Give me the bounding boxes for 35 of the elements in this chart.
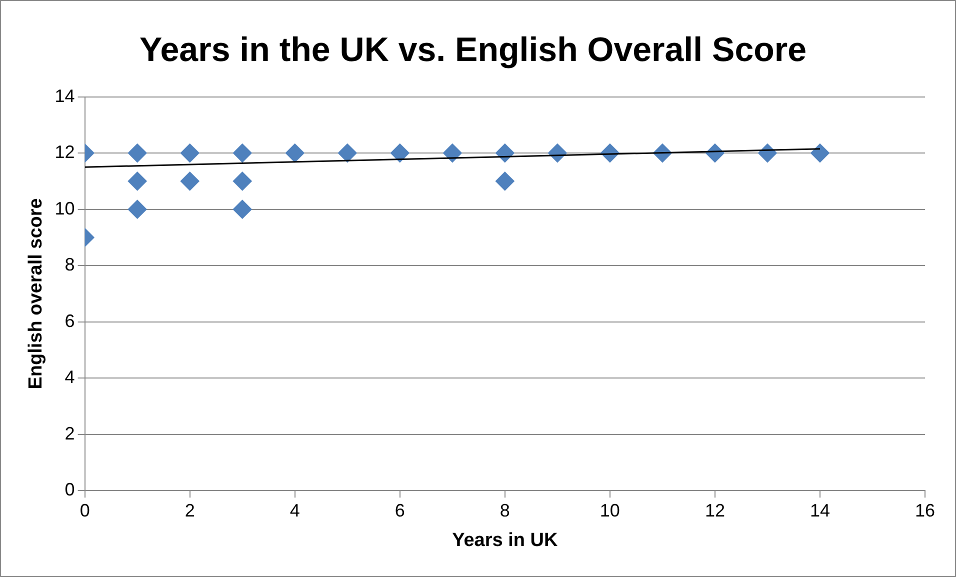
- x-tick-label: 10: [600, 500, 620, 520]
- y-tick-label: 14: [54, 86, 75, 106]
- point: [810, 144, 830, 163]
- point: [495, 144, 514, 163]
- y-tick-label: 0: [64, 480, 75, 500]
- point: [442, 144, 462, 163]
- point: [285, 144, 304, 163]
- y-axis-title: English overall score: [26, 198, 47, 390]
- chart-title: Years in the UK vs. English Overall Score: [139, 30, 807, 69]
- point: [390, 144, 410, 163]
- x-tick-label: 12: [704, 500, 725, 520]
- y-tick-label: 10: [54, 198, 75, 218]
- point: [180, 172, 200, 191]
- x-tick-label: 14: [810, 500, 830, 520]
- point: [338, 144, 357, 163]
- y-tick-label: 2: [64, 423, 75, 444]
- point: [232, 172, 252, 191]
- y-tick-label: 4: [64, 367, 75, 388]
- x-tick-label: 2: [184, 500, 195, 520]
- y-tick-label: 8: [64, 254, 75, 275]
- point: [180, 144, 200, 163]
- point: [232, 144, 252, 163]
- x-tick-label: 0: [80, 500, 90, 520]
- x-tick-label: 4: [290, 500, 300, 520]
- x-tick-label: 16: [914, 500, 936, 520]
- y-tick-label: 6: [64, 310, 75, 331]
- point: [128, 144, 147, 163]
- x-tick-label: 8: [500, 500, 510, 520]
- point: [128, 200, 147, 219]
- y-tick-label: 12: [54, 142, 75, 162]
- x-axis-title: Years in UK: [452, 530, 558, 551]
- point: [232, 200, 252, 219]
- point: [495, 172, 514, 191]
- x-tick-label: 6: [394, 500, 405, 520]
- point: [128, 172, 147, 191]
